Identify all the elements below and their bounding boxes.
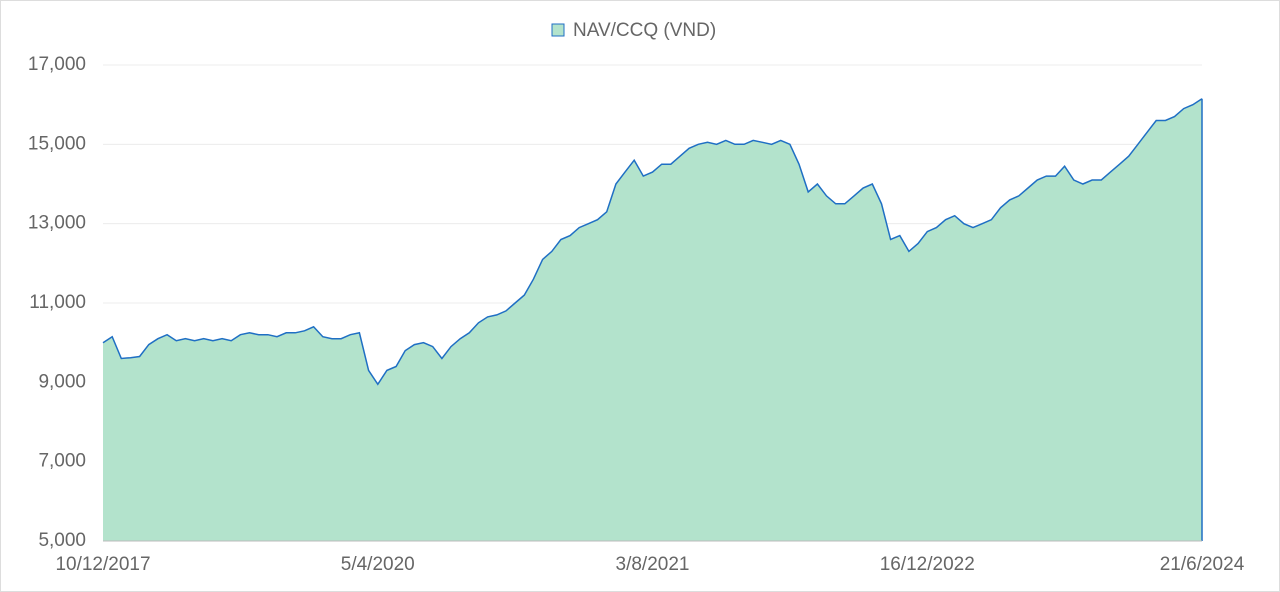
x-tick-label: 21/6/2024	[1160, 554, 1245, 575]
y-tick-label: 7,000	[38, 451, 86, 472]
y-tick-label: 13,000	[28, 213, 86, 234]
x-tick-label: 5/4/2020	[341, 554, 415, 575]
x-tick-label: 3/8/2021	[616, 554, 690, 575]
legend-swatch	[551, 23, 565, 37]
y-tick-label: 5,000	[38, 530, 86, 551]
y-tick-label: 11,000	[29, 292, 86, 313]
y-tick-label: 9,000	[38, 371, 86, 392]
legend-label: NAV/CCQ (VND)	[573, 20, 716, 41]
x-tick-label: 10/12/2017	[55, 554, 150, 575]
line	[102, 98, 1203, 386]
x-tick-label: 16/12/2022	[880, 554, 975, 575]
y-tick-label: 15,000	[28, 133, 86, 154]
area	[103, 98, 1202, 541]
y-tick-label: 17,000	[28, 54, 86, 75]
